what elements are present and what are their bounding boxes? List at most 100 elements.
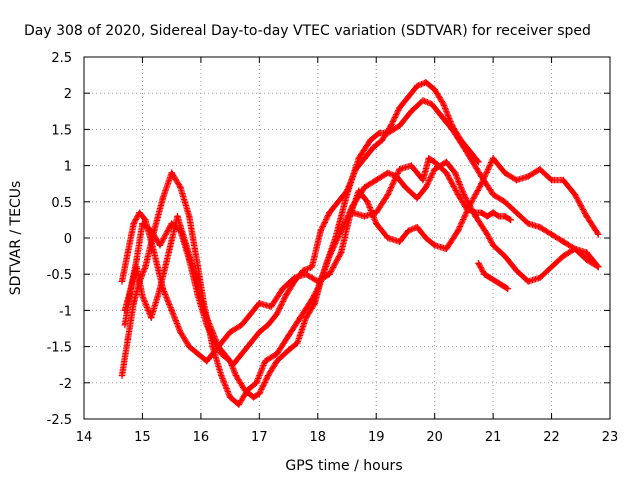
data-point xyxy=(273,350,281,358)
data-point xyxy=(177,184,184,191)
data-point xyxy=(492,278,500,285)
data-point xyxy=(536,166,544,173)
data-point xyxy=(148,314,155,321)
data-point xyxy=(536,223,544,231)
data-point xyxy=(451,169,459,177)
data-point xyxy=(431,166,438,173)
data-point xyxy=(466,147,473,155)
data-point xyxy=(349,209,357,216)
data-point xyxy=(229,361,237,368)
data-point xyxy=(177,227,184,234)
data-point xyxy=(507,216,514,224)
data-point xyxy=(419,97,427,104)
data-point xyxy=(384,191,392,198)
data-point xyxy=(428,100,435,108)
data-point xyxy=(571,191,579,198)
data-point xyxy=(571,245,579,253)
x-tick-label: 22 xyxy=(543,430,560,445)
data-point xyxy=(118,278,126,285)
data-point xyxy=(449,122,456,129)
data-point xyxy=(139,292,146,300)
data-point xyxy=(294,339,301,347)
data-point xyxy=(235,401,243,408)
data-point xyxy=(437,111,444,119)
data-point xyxy=(402,184,409,191)
data-point xyxy=(337,249,345,256)
data-point xyxy=(583,249,590,256)
data-point xyxy=(431,158,438,166)
data-point xyxy=(159,285,167,292)
data-point xyxy=(279,285,286,292)
data-point xyxy=(454,227,462,234)
y-tick-label: 0.5 xyxy=(51,196,72,211)
data-point xyxy=(408,162,415,169)
data-point xyxy=(396,122,403,129)
data-point xyxy=(370,144,377,151)
data-point xyxy=(513,209,520,216)
data-point xyxy=(285,332,292,339)
series-track-e xyxy=(349,155,514,224)
data-point xyxy=(253,379,260,386)
data-point xyxy=(513,176,520,184)
data-point xyxy=(142,216,149,224)
data-point xyxy=(595,263,602,271)
data-point xyxy=(247,339,254,347)
data-point xyxy=(121,307,129,314)
x-tick-label: 20 xyxy=(426,430,443,445)
data-point xyxy=(256,328,263,336)
x-tick-label: 23 xyxy=(602,430,619,445)
data-point xyxy=(489,191,497,198)
data-point xyxy=(373,209,380,216)
x-tick-label: 18 xyxy=(310,430,327,445)
data-point xyxy=(489,209,497,216)
data-point xyxy=(282,292,289,300)
data-point xyxy=(121,321,129,329)
data-point xyxy=(314,278,321,285)
data-point xyxy=(264,372,272,379)
data-point xyxy=(133,256,140,263)
data-points xyxy=(118,79,602,408)
data-point xyxy=(486,274,494,282)
data-point xyxy=(326,271,333,278)
data-point xyxy=(384,234,392,242)
data-point xyxy=(422,79,430,86)
data-point xyxy=(247,310,254,318)
data-point xyxy=(355,155,362,162)
data-point xyxy=(504,285,511,292)
data-point xyxy=(484,213,491,220)
data-point xyxy=(548,263,555,271)
data-point xyxy=(326,209,333,216)
data-point xyxy=(489,155,497,162)
data-point xyxy=(311,299,319,307)
data-point xyxy=(548,176,555,184)
data-point xyxy=(524,173,532,180)
data-point xyxy=(387,122,395,129)
data-point xyxy=(413,223,421,231)
y-tick-label: -2.5 xyxy=(47,413,72,428)
data-point xyxy=(457,137,465,144)
data-point xyxy=(302,314,310,321)
data-point xyxy=(501,169,508,177)
data-point xyxy=(583,213,590,220)
data-point xyxy=(186,256,193,263)
series-track-f xyxy=(475,260,511,292)
data-point xyxy=(501,252,508,260)
y-tick-label: -1 xyxy=(59,304,72,319)
data-point xyxy=(498,281,506,289)
data-point xyxy=(308,263,316,271)
data-point xyxy=(297,314,304,321)
x-tick-labels: 14 15 16 17 18 19 20 21 22 23 xyxy=(76,430,619,445)
data-point xyxy=(142,263,149,271)
data-point xyxy=(419,176,427,184)
data-point xyxy=(218,372,225,379)
data-point xyxy=(513,267,520,274)
data-point xyxy=(238,350,245,358)
data-point xyxy=(501,213,508,220)
data-point xyxy=(124,249,132,256)
data-point xyxy=(481,271,488,278)
data-point xyxy=(431,242,438,249)
data-point xyxy=(343,187,351,195)
y-tick-labels: -2.5 -2 -1.5 -1 -0.5 0 0.5 1 1.5 2 2.5 xyxy=(47,51,72,428)
data-point xyxy=(560,176,567,184)
data-point xyxy=(159,194,167,202)
